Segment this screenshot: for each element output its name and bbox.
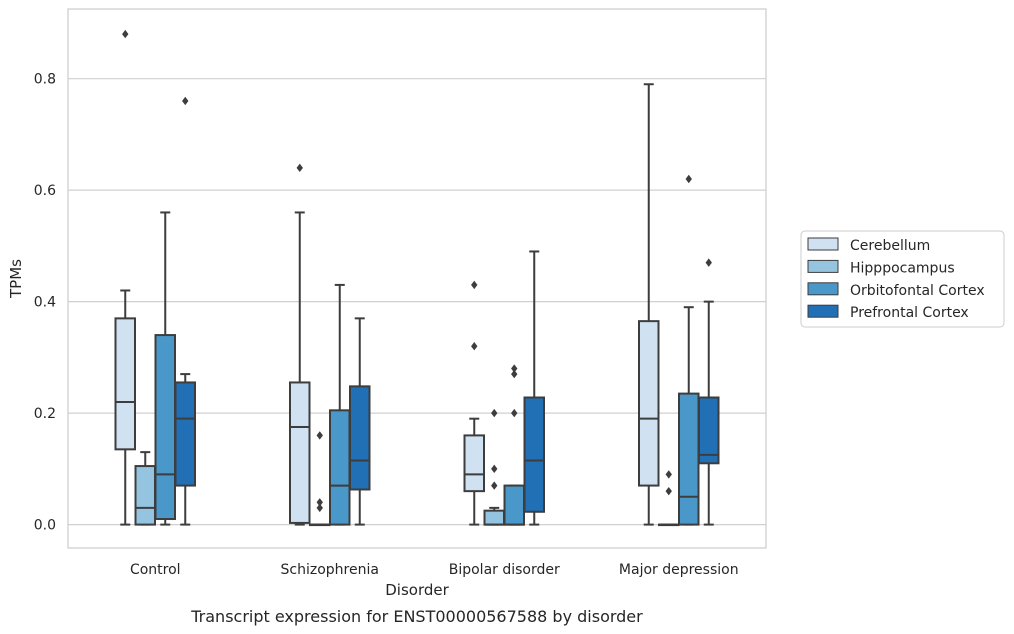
chart-caption: Transcript expression for ENST0000056758… xyxy=(190,607,643,626)
box-hipppocampus xyxy=(658,470,680,527)
box-iqr xyxy=(523,396,545,513)
box-prefrontal-cortex xyxy=(174,96,196,526)
legend-swatch xyxy=(807,259,839,273)
box-iqr xyxy=(698,396,720,465)
outlier-point xyxy=(296,163,303,173)
box-iqr xyxy=(114,317,136,451)
box-orbitofontal-cortex xyxy=(154,211,176,526)
box-prefrontal-cortex xyxy=(523,250,545,526)
outlier-point xyxy=(316,503,323,513)
box-cerebellum xyxy=(463,280,485,526)
outlier-point xyxy=(665,486,672,496)
y-tick-label: 0.0 xyxy=(34,518,56,534)
outlier-point xyxy=(316,431,323,440)
y-axis-label: TPMs xyxy=(7,259,25,299)
outlier-point xyxy=(491,464,498,474)
legend-entry-label: Orbitofontal Cortex xyxy=(850,283,985,299)
outlier-point xyxy=(491,481,498,490)
box-hipppocampus xyxy=(134,451,156,526)
legend-frame xyxy=(800,230,1005,328)
box-iqr xyxy=(483,509,505,526)
box-iqr xyxy=(463,434,485,493)
box-orbitofontal-cortex xyxy=(678,174,700,526)
box-iqr xyxy=(503,484,525,526)
x-tick-label: Schizophrenia xyxy=(281,562,379,578)
box-cerebellum xyxy=(114,29,136,526)
legend: Cerebellum Hipppocampus Orbitofontal Corte… xyxy=(800,230,1005,328)
x-tick-label: Control xyxy=(130,562,181,578)
box-prefrontal-cortex xyxy=(698,258,720,526)
outlier-point xyxy=(511,408,518,418)
outlier-point xyxy=(316,498,323,507)
y-tick-label: 0.6 xyxy=(34,183,56,199)
outlier-point xyxy=(182,96,189,106)
outlier-point xyxy=(471,280,478,290)
y-tick-label: 0.2 xyxy=(34,406,56,422)
box-prefrontal-cortex xyxy=(349,317,371,526)
outlier-point xyxy=(122,29,129,39)
box-iqr xyxy=(678,392,700,526)
box-cerebellum xyxy=(638,83,660,526)
outlier-point xyxy=(665,470,672,479)
box-cerebellum xyxy=(289,163,311,526)
box-iqr xyxy=(154,334,176,521)
x-axis-label: Disorder xyxy=(385,581,449,599)
legend-entry-label: Cerebellum xyxy=(850,238,930,254)
y-tick-label: 0.4 xyxy=(34,295,56,311)
box-iqr xyxy=(329,409,351,526)
y-tick-labels: 0.0 0.2 0.4 0.6 0.8 xyxy=(34,72,56,534)
box-iqr xyxy=(289,381,311,524)
legend-swatch xyxy=(807,304,839,318)
legend-entry-label: Hipppocampus xyxy=(850,260,955,276)
box-iqr xyxy=(134,465,156,526)
box-hipppocampus xyxy=(483,408,505,526)
outlier-point xyxy=(511,369,518,379)
outlier-point xyxy=(511,364,518,373)
outlier-point xyxy=(685,174,692,184)
outlier-point xyxy=(705,258,712,267)
x-tick-label: Major depression xyxy=(619,562,739,578)
box-iqr xyxy=(638,320,660,487)
axes-frame xyxy=(67,8,767,549)
outlier-point xyxy=(471,342,478,351)
legend-swatch xyxy=(807,237,839,251)
box-iqr xyxy=(174,381,196,487)
legend-swatch xyxy=(807,282,839,296)
plot-area xyxy=(114,29,720,527)
box-hipppocampus xyxy=(309,431,331,527)
x-tick-labels: Control Schizophrenia Bipolar disorder Majo… xyxy=(130,562,739,578)
legend-entry-label: Prefrontal Cortex xyxy=(850,305,969,321)
x-tick-label: Bipolar disorder xyxy=(449,562,560,578)
box-orbitofontal-cortex xyxy=(503,364,525,526)
box-iqr xyxy=(349,385,371,491)
box-orbitofontal-cortex xyxy=(329,283,351,526)
outlier-point xyxy=(491,408,498,418)
y-tick-label: 0.8 xyxy=(34,72,56,88)
